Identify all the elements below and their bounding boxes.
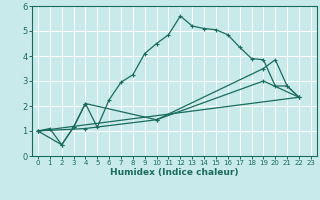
X-axis label: Humidex (Indice chaleur): Humidex (Indice chaleur) xyxy=(110,168,239,177)
